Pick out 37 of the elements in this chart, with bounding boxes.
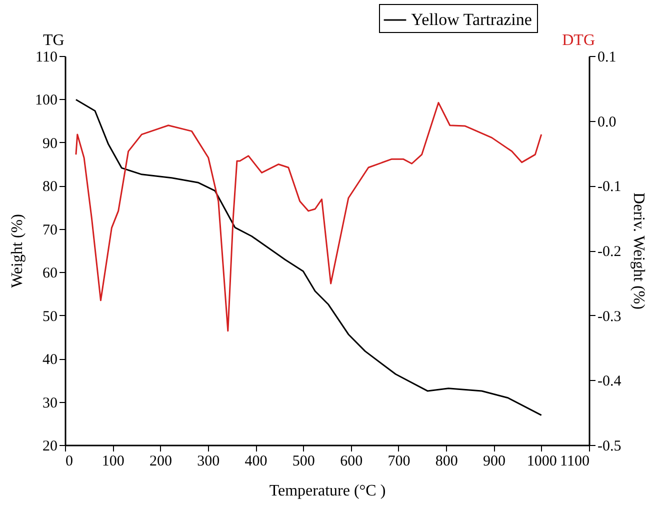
x-tick-label: 0 xyxy=(66,454,73,470)
y-tick-label: 60 xyxy=(42,266,58,282)
y-tick-label: 70 xyxy=(42,222,58,238)
y-tick-label: 20 xyxy=(42,438,58,454)
y-tick-label: 80 xyxy=(42,179,58,196)
y-axis-title: Weight (%) xyxy=(9,214,26,288)
y2-tick-label: 0.1 xyxy=(598,50,616,66)
y-tick-label: 30 xyxy=(42,395,58,412)
x-axis-title: Temperature (°C ) xyxy=(269,482,386,500)
y2-tick-label: -0.1 xyxy=(598,179,622,196)
y2-tick-label: -0.2 xyxy=(598,244,622,260)
x-tick-label: 800 xyxy=(435,454,458,470)
y-tick-label: 110 xyxy=(36,50,58,66)
x-tick-label: 700 xyxy=(388,454,410,470)
x-tick-label: 100 xyxy=(102,454,124,470)
x-tick-label: 500 xyxy=(292,454,315,470)
y2-axis-title: Deriv. Weight (%) xyxy=(630,192,648,310)
y-tick-label: 50 xyxy=(42,308,58,325)
text: DTG xyxy=(562,32,596,49)
y-tick-label: 90 xyxy=(42,136,58,152)
x-tick-label: 1100 xyxy=(560,454,590,470)
y-tick-label: 100 xyxy=(35,92,58,109)
y-tick-label: 40 xyxy=(42,352,58,368)
line-series xyxy=(75,98,542,416)
y2-tick-label: 0.0 xyxy=(598,114,616,130)
x-tick-label: 900 xyxy=(482,454,506,470)
y2-tick-label: -0.4 xyxy=(598,374,622,390)
x-tick-label: 300 xyxy=(197,454,220,470)
y2-tick-label: -0.3 xyxy=(598,308,622,325)
x-tick-label: 400 xyxy=(244,454,268,470)
text: TG xyxy=(43,32,65,49)
y2-tick-label: -0.5 xyxy=(598,438,622,454)
legend-label: Yellow Tartrazine xyxy=(411,10,532,29)
x-tick-label: 200 xyxy=(150,454,172,470)
x-tick-label: 1000 xyxy=(526,454,557,470)
line-series xyxy=(75,102,542,332)
x-tick-label: 600 xyxy=(340,454,363,470)
